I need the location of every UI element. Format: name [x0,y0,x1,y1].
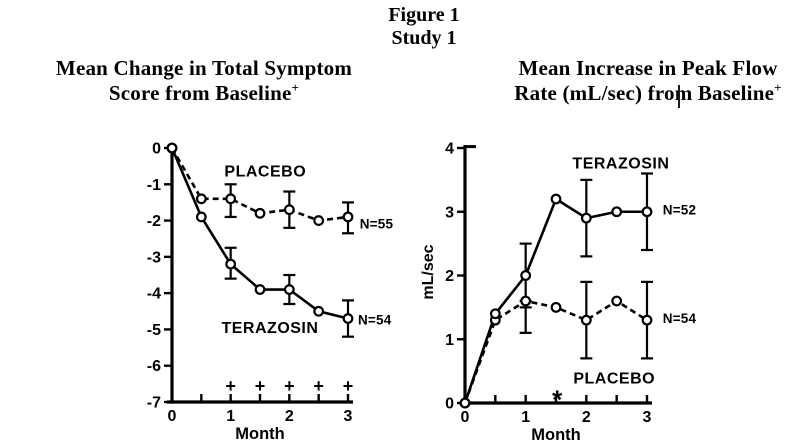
annotation-series-label: TERAZOSIN [221,320,318,337]
data-point-marker [580,314,592,326]
data-point-marker [342,211,354,223]
annotation-plus-marker: + [343,376,354,396]
y-tick-label: -7 [147,395,161,412]
data-point-marker [489,308,501,320]
data-point-marker [254,207,266,219]
data-point-marker [225,193,237,205]
data-point-marker [520,295,532,307]
figure-header: Figure 1 Study 1 [284,4,564,50]
y-tick-label: -3 [147,249,161,266]
x-tick-label: 0 [461,409,470,426]
right-chart-title: Mean Increase in Peak Flow Rate (mL/sec)… [496,56,800,106]
data-point-marker [342,313,354,324]
y-tick-label: 3 [445,204,454,221]
annotation-n-label: N=54 [663,311,697,326]
x-axis-title: Month [531,426,580,444]
y-tick-label: -2 [147,213,161,230]
figure-title: Figure 1 [388,4,460,26]
annotation-plus-marker: + [255,376,266,396]
y-tick-label: 4 [445,141,454,158]
annotation-n-label: N=52 [663,203,696,218]
annotation-series-label: TERAZOSIN [572,155,669,172]
plus-superscript: + [774,80,782,95]
peak-flow-chart: 0 1 2 3 4 0 1 2 3 Month mL/sec TERAZOSIN PLACEBO N=52… [420,141,697,445]
left-chart-title: Mean Change in Total Symptom Score from … [18,56,390,106]
y-tick-label: 0 [152,141,161,158]
y-tick-label: -6 [147,358,161,375]
y-tick-label: 1 [445,332,454,349]
data-point-marker [611,206,623,218]
y-tick-label: 2 [445,268,454,285]
x-tick-label: 1 [521,409,530,426]
x-tick-label: 0 [168,408,177,425]
y-axis-title: mL/sec [420,244,437,299]
annotation-series-label: PLACEBO [573,371,655,388]
annotation-n-label: N=54 [358,313,392,328]
right-chart-title-line2: Rate (mL/sec) from Baseline+ [514,80,782,105]
x-tick-label: 1 [226,408,235,425]
data-point-marker [611,295,623,307]
annotation-star-marker: * [552,384,563,414]
annotation-n-label: N=55 [360,217,394,232]
plus-superscript: + [291,80,300,95]
x-tick-label: 2 [582,409,591,426]
data-point-marker [195,211,207,223]
symptom-score-chart: 0 -1 -2 -3 -4 -5 -6 -7 0 1 2 3 Month PLACEBO TERAZOSIN… [147,141,394,444]
data-point-marker [195,193,207,205]
annotation-plus-marker: + [225,376,236,396]
figure-subtitle: Study 1 [391,27,457,49]
text-cursor-artifact [678,85,680,108]
x-tick-label: 2 [285,408,294,425]
data-point-marker [641,206,653,218]
x-axis-title: Month [235,425,284,443]
right-chart-title-line1: Mean Increase in Peak Flow [518,56,778,80]
data-point-marker [313,305,325,317]
data-point-marker [459,397,471,409]
annotation-plus-marker: + [284,376,295,396]
data-point-marker [225,258,237,270]
annotation-plus-marker: + [313,376,324,396]
left-chart-title-line2: Score from Baseline+ [108,80,300,105]
data-point-marker [580,212,592,224]
y-tick-label: -4 [147,286,161,303]
x-tick-label: 3 [643,409,652,426]
y-tick-label: -5 [147,322,161,339]
y-tick-label: -1 [147,177,161,194]
data-point-marker [254,284,266,295]
data-point-marker [313,215,325,226]
data-point-marker [550,301,562,313]
y-tick-label: 0 [445,396,454,413]
data-point-marker [641,314,653,326]
data-point-marker [283,204,295,216]
data-point-marker [283,284,295,295]
annotation-series-label: PLACEBO [224,163,306,180]
data-point-marker [520,270,532,281]
data-point-marker [550,193,562,205]
x-tick-label: 3 [344,408,353,425]
data-point-marker [166,142,178,154]
left-chart-title-line1: Mean Change in Total Symptom [55,56,353,80]
